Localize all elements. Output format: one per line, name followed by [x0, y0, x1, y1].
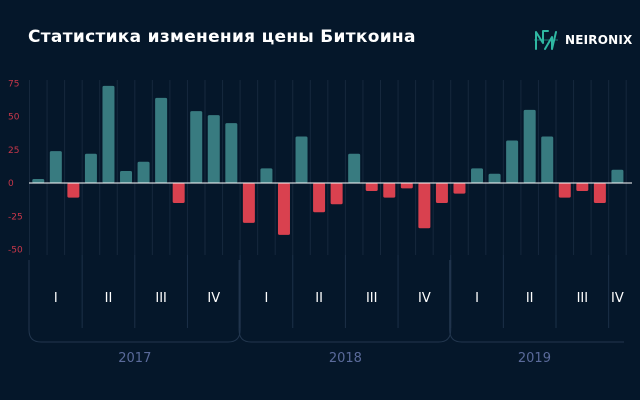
y-tick-label: 0	[8, 179, 14, 189]
bar	[137, 161, 150, 183]
bar	[295, 136, 308, 183]
quarter-label: I	[54, 291, 58, 306]
brand-name: NEIRONIX	[565, 33, 633, 47]
quarter-label: I	[265, 291, 269, 306]
bar	[207, 115, 220, 183]
y-tick-label: -50	[8, 246, 23, 256]
quarter-label: III	[577, 291, 589, 306]
bar	[102, 85, 115, 183]
bar	[365, 183, 378, 191]
neironix-logo-icon	[534, 30, 558, 50]
bar	[313, 183, 326, 213]
bar	[523, 109, 536, 183]
bar	[32, 179, 45, 183]
bar	[558, 183, 571, 198]
bar	[435, 183, 448, 203]
quarter-label: II	[526, 291, 534, 306]
year-label: 2019	[518, 351, 551, 366]
y-tick-label: 25	[8, 146, 19, 156]
bar	[330, 183, 343, 205]
bar	[67, 183, 80, 198]
bar	[576, 183, 589, 191]
bar	[541, 136, 554, 183]
bar	[471, 168, 484, 183]
quarter-label: I	[475, 291, 479, 306]
bar	[84, 153, 97, 183]
bar	[348, 153, 361, 183]
quarter-label: III	[366, 291, 378, 306]
bar	[49, 151, 62, 183]
y-tick-label: 50	[8, 113, 20, 123]
quarter-label: III	[155, 291, 167, 306]
brand: NEIRONIX	[532, 29, 633, 51]
year-bracket	[449, 260, 624, 343]
quarter-label: IV	[611, 291, 624, 306]
y-tick-label: 75	[8, 79, 19, 89]
bar	[593, 183, 606, 203]
bar	[155, 97, 168, 183]
grid-lines	[29, 80, 627, 328]
quarter-label: IV	[207, 291, 220, 306]
bar	[242, 183, 255, 223]
bar	[383, 183, 396, 198]
quarter-label: II	[315, 291, 323, 306]
bar	[506, 140, 519, 183]
year-label: 2018	[329, 351, 362, 366]
bar	[120, 171, 133, 183]
bar	[453, 183, 466, 194]
bar	[260, 168, 273, 183]
bar	[225, 123, 238, 183]
y-tick-label: -25	[8, 212, 23, 222]
bar	[172, 183, 185, 203]
bar	[400, 183, 413, 189]
bar	[611, 169, 624, 183]
bar	[277, 183, 290, 235]
quarter-label: II	[105, 291, 113, 306]
bar	[190, 111, 203, 183]
quarter-label: IV	[418, 291, 431, 306]
bar	[418, 183, 431, 229]
bar	[488, 173, 501, 183]
year-label: 2017	[118, 351, 151, 366]
chart-title: Статистика изменения цены Биткоина	[28, 27, 416, 47]
